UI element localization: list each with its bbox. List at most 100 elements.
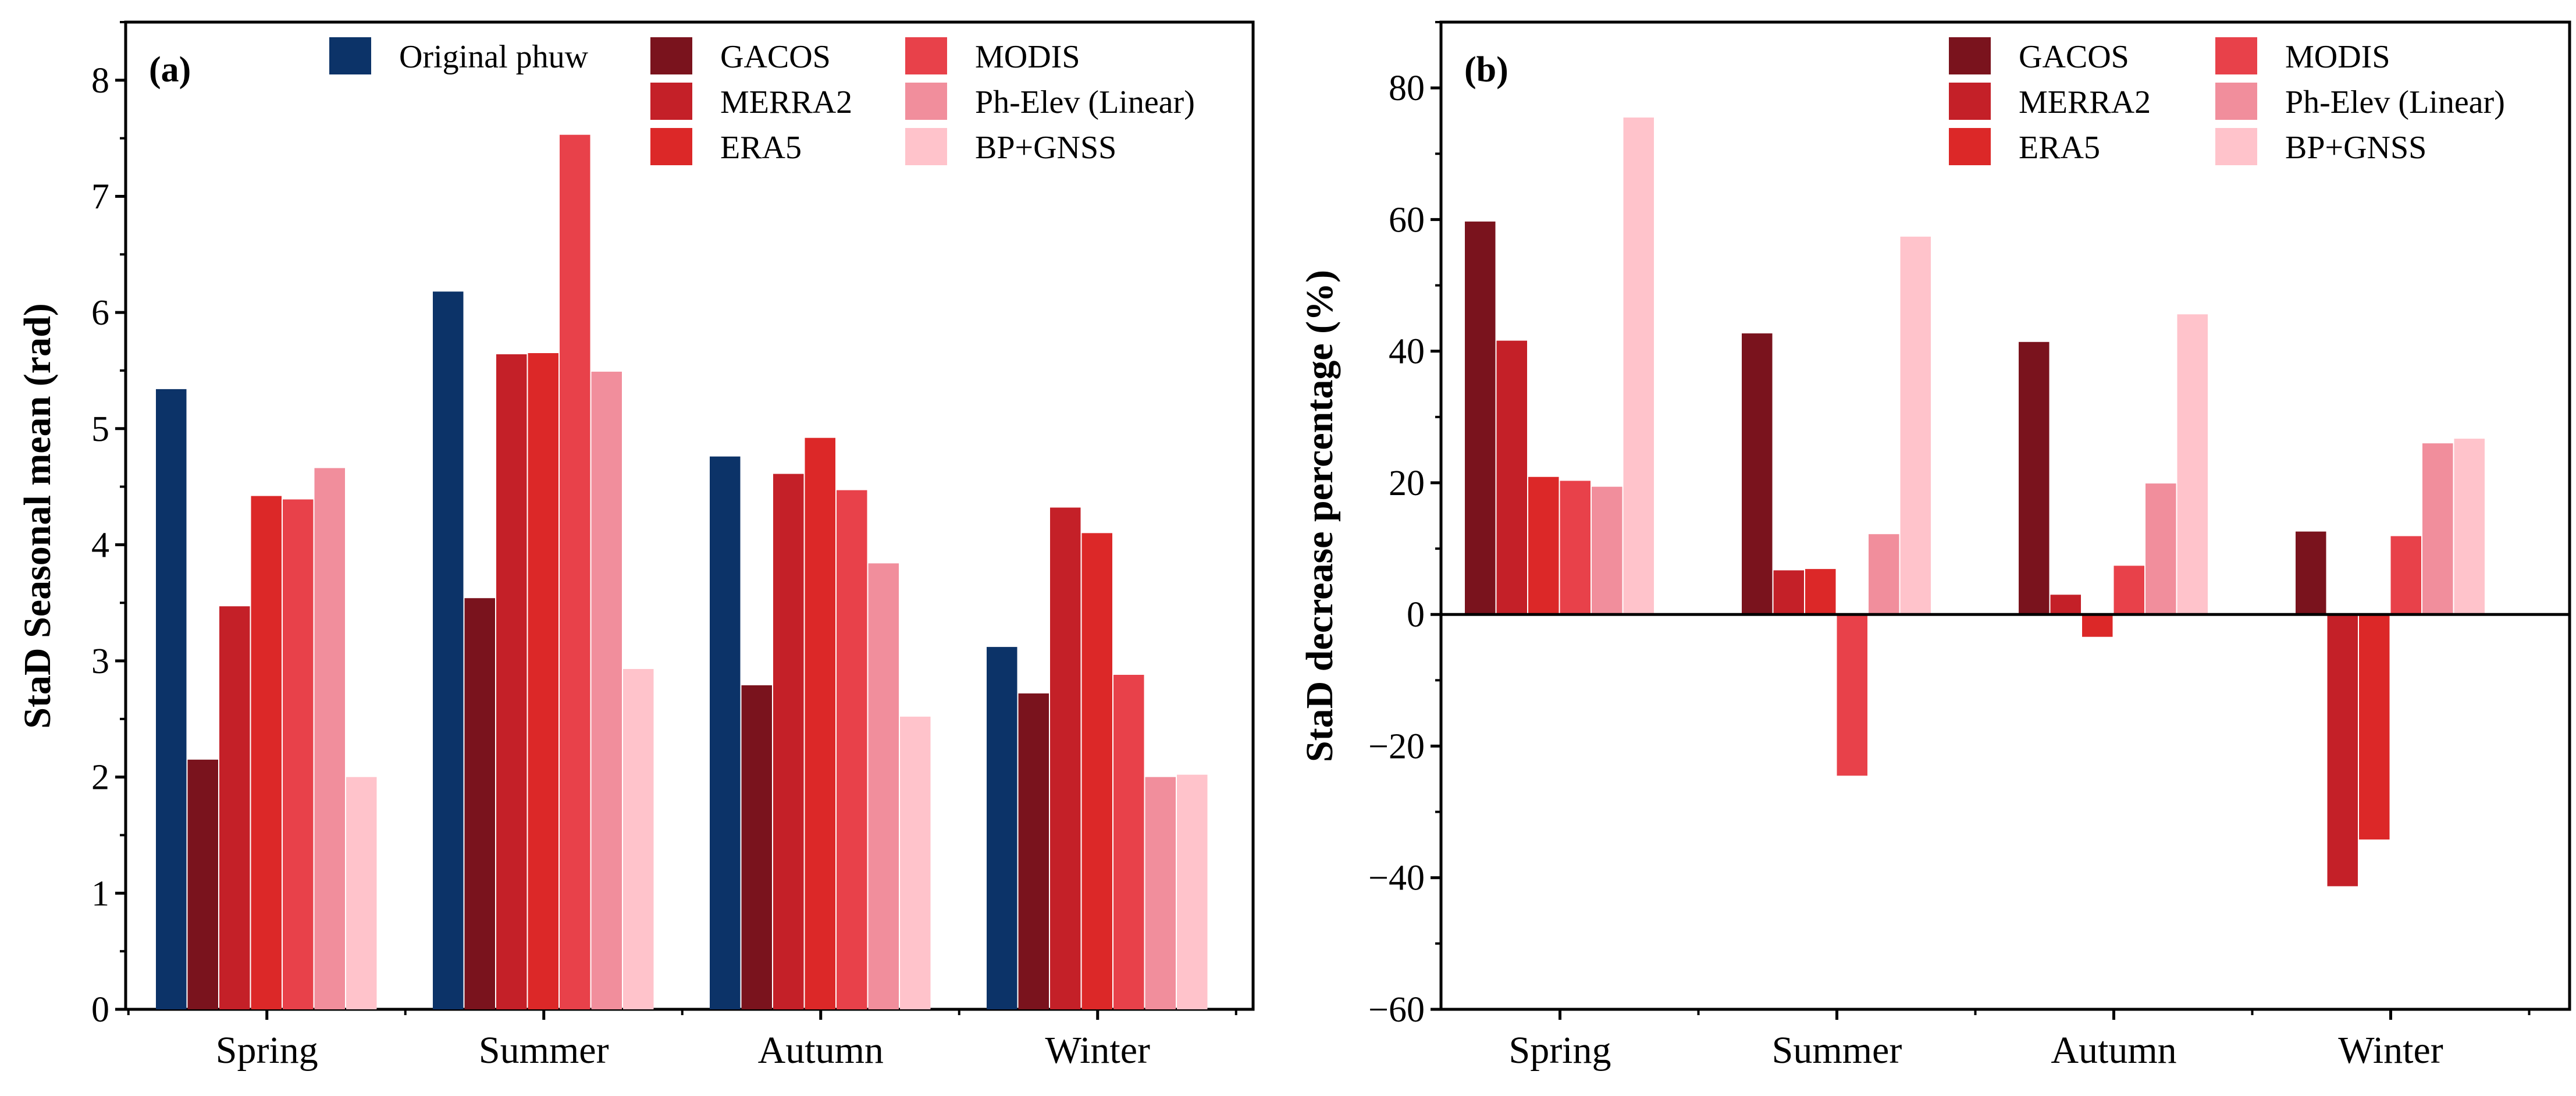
bar-original-phuw-spring	[156, 389, 187, 1009]
y-tick-label: 40	[1389, 332, 1425, 372]
bar-original-phuw-winter	[987, 647, 1017, 1009]
legend-swatch-ph-elev-linear	[905, 83, 947, 120]
y-tick-label: 3	[91, 642, 109, 681]
legend-label-bp-gnss: BP+GNSS	[2285, 130, 2426, 166]
bar-modis-spring	[283, 499, 314, 1009]
bar-gacos-autumn	[2019, 341, 2050, 615]
bar-era5-spring	[1528, 476, 1559, 615]
y-tick-label: 8	[91, 61, 109, 101]
bar-bp-gnss-summer	[1900, 236, 1931, 615]
legend-label-bp-gnss: BP+GNSS	[975, 130, 1116, 166]
bar-bp-gnss-spring	[346, 777, 377, 1009]
bar-bp-gnss-winter	[2454, 439, 2485, 615]
bar-merra2-autumn	[2050, 595, 2081, 615]
x-tick-label-spring: Spring	[216, 1029, 318, 1072]
legend-swatch-era5	[650, 128, 692, 165]
bar-gacos-spring	[1465, 221, 1496, 615]
y-tick-label: 0	[91, 990, 109, 1030]
bar-gacos-winter	[2296, 531, 2326, 615]
bar-era5-spring	[251, 496, 282, 1009]
y-tick-label: 6	[91, 293, 109, 333]
legend-swatch-bp-gnss	[905, 128, 947, 165]
y-tick-label: 80	[1389, 69, 1425, 108]
y-tick-label: 5	[91, 410, 109, 449]
bar-bp-gnss-autumn	[900, 716, 931, 1009]
panel-b-frame	[1439, 20, 2571, 1011]
legend-label-modis: MODIS	[2285, 39, 2390, 75]
bar-modis-autumn	[2114, 565, 2144, 615]
bar-era5-autumn	[805, 437, 835, 1009]
y-tick-label: −40	[1368, 859, 1425, 898]
bar-merra2-autumn	[773, 474, 804, 1009]
bar-gacos-autumn	[741, 685, 772, 1009]
bar-era5-autumn	[2082, 614, 2113, 637]
bar-bp-gnss-summer	[623, 669, 654, 1009]
legend-swatch-era5	[1949, 128, 1991, 165]
bar-ph-elev-linear-winter	[2422, 443, 2453, 615]
y-tick-label: −60	[1368, 990, 1425, 1030]
bar-modis-summer	[1837, 614, 1867, 776]
panel-a-label: (a)	[149, 50, 191, 90]
bar-modis-spring	[1560, 481, 1591, 615]
panel-b-label: (b)	[1464, 50, 1508, 90]
bar-ph-elev-linear-spring	[1592, 486, 1623, 615]
bar-merra2-summer	[496, 354, 527, 1009]
y-tick-label: 60	[1389, 200, 1425, 240]
legend-label-ph-elev-linear: Ph-Elev (Linear)	[2285, 84, 2505, 120]
bar-ph-elev-linear-summer	[591, 371, 622, 1009]
bar-gacos-summer	[1742, 333, 1773, 615]
legend-swatch-ph-elev-linear	[2215, 83, 2257, 120]
x-tick-label-autumn: Autumn	[2051, 1029, 2176, 1072]
bar-bp-gnss-autumn	[2177, 314, 2208, 615]
legend-swatch-merra2	[650, 83, 692, 120]
bar-era5-winter	[1081, 533, 1112, 1009]
panel-b-bars	[1465, 118, 2485, 887]
bar-original-phuw-autumn	[710, 456, 741, 1009]
legend-label-gacos: GACOS	[720, 39, 831, 75]
bar-era5-winter	[2359, 614, 2390, 840]
panel-a-y-axis-title: StaD Seasonal mean (rad)	[16, 303, 59, 729]
panel-b-stad-decrease-percentage: −60 −40 −20 0 20 40 60 80 Spring Summer Autumn Win…	[1298, 20, 2571, 1072]
legend-label-merra2: MERRA2	[720, 84, 852, 120]
bar-bp-gnss-spring	[1623, 118, 1654, 615]
panel-a-bars	[156, 134, 1208, 1010]
legend-label-era5: ERA5	[720, 130, 802, 166]
x-tick-label-spring: Spring	[1508, 1029, 1611, 1072]
y-tick-label: 1	[91, 874, 109, 913]
bar-gacos-summer	[464, 598, 495, 1009]
bar-ph-elev-linear-winter	[1145, 777, 1176, 1009]
legend-swatch-merra2	[1949, 83, 1991, 120]
bar-gacos-winter	[1018, 693, 1049, 1009]
bar-ph-elev-linear-autumn	[2146, 483, 2176, 615]
x-tick-label-winter: Winter	[1045, 1029, 1150, 1072]
panel-a-legend: Original phuw GACOS MERRA2 ERA5 MODIS Ph-Elev…	[329, 37, 1195, 166]
bar-merra2-winter	[1050, 507, 1081, 1009]
bar-modis-winter	[1113, 675, 1144, 1009]
bar-ph-elev-linear-spring	[314, 468, 345, 1009]
legend-label-era5: ERA5	[2019, 130, 2100, 166]
panel-a-stad-seasonal-mean: 0 1 2 3 4 5 6 7 8 Spring Summer Autumn Winter (a) S…	[16, 20, 1255, 1072]
legend-label-gacos: GACOS	[2019, 39, 2129, 75]
bar-era5-summer	[1805, 569, 1836, 615]
legend-swatch-modis	[2215, 37, 2257, 74]
bar-bp-gnss-winter	[1177, 774, 1208, 1009]
legend-label-original-phuw: Original phuw	[399, 39, 589, 75]
panel-b-y-axis-title: StaD decrease percentage (%)	[1298, 270, 1341, 762]
y-tick-label: 7	[91, 177, 109, 216]
legend-swatch-bp-gnss	[2215, 128, 2257, 165]
legend-label-merra2: MERRA2	[2019, 84, 2151, 120]
y-tick-label: −20	[1368, 727, 1425, 766]
bar-ph-elev-linear-summer	[1869, 534, 1899, 615]
y-tick-label: 2	[91, 758, 109, 798]
bar-era5-summer	[528, 353, 558, 1009]
legend-label-modis: MODIS	[975, 39, 1080, 75]
panel-b-y-axis: −60 −40 −20 0 20 40 60 80	[1368, 21, 1441, 1030]
panel-a-x-axis: Spring Summer Autumn Winter	[127, 1009, 1237, 1072]
legend-swatch-gacos	[1949, 37, 1991, 74]
bar-modis-summer	[560, 134, 590, 1010]
bar-modis-winter	[2390, 536, 2421, 615]
legend-label-ph-elev-linear: Ph-Elev (Linear)	[975, 84, 1195, 120]
y-tick-label: 20	[1389, 464, 1425, 503]
bar-ph-elev-linear-autumn	[868, 563, 899, 1009]
